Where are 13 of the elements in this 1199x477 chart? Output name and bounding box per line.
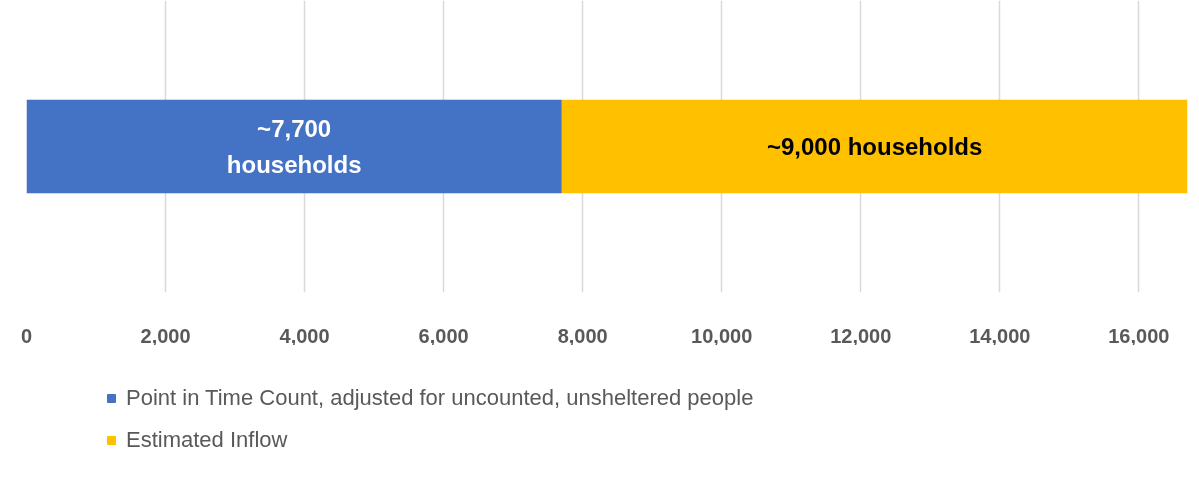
x-tick-label: 14,000 — [969, 324, 1031, 347]
x-tick-label: 16,000 — [1108, 324, 1170, 347]
legend-label: Point in Time Count, adjusted for uncounted, unsheltered people — [126, 385, 754, 411]
data-label: ~7,700 households — [226, 115, 362, 178]
legend-label: Estimated Inflow — [126, 427, 288, 453]
x-tick-label: 2,000 — [140, 324, 191, 347]
data-label: ~9,000 households — [766, 133, 983, 160]
x-tick-label: 10,000 — [691, 324, 753, 347]
x-tick-label: 8,000 — [557, 324, 608, 347]
x-tick-label: 0 — [20, 324, 33, 347]
x-tick-label: 6,000 — [418, 324, 469, 347]
x-tick-label: 12,000 — [830, 324, 892, 347]
x-tick-label: 4,000 — [279, 324, 330, 347]
